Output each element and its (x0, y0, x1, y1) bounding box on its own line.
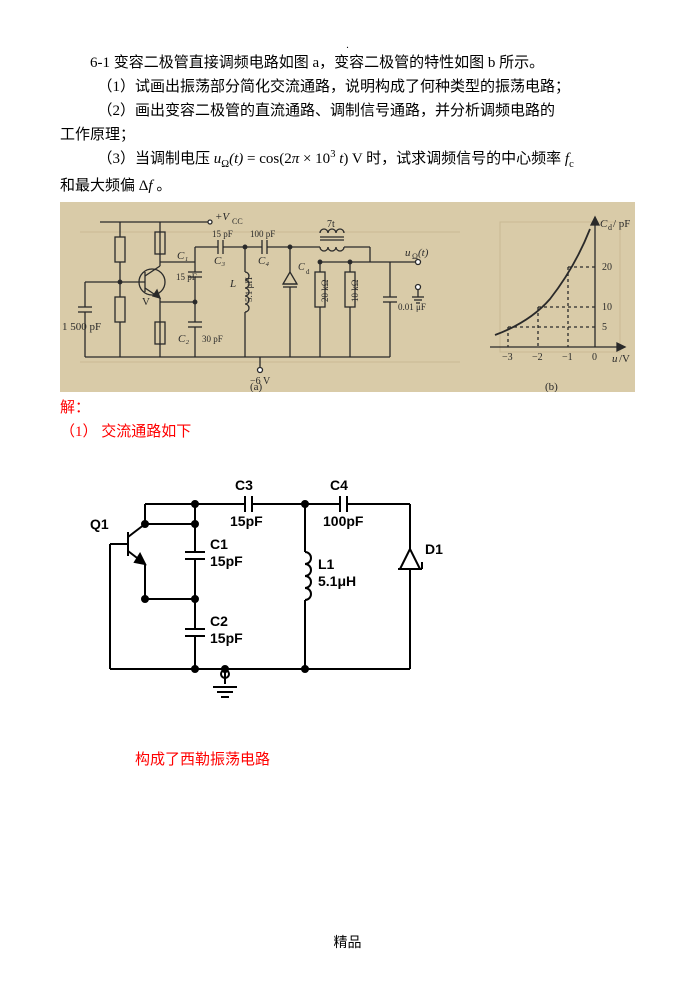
q3: （3）当调制电压 uΩ(t) = cos(2π × 103 t) V 时，试求调… (60, 147, 635, 174)
q2: （2）画出变容二极管的直流通路、调制信号通路，并分析调频电路的 (60, 99, 635, 123)
svg-text:C1: C1 (210, 536, 228, 552)
svg-text:V: V (142, 296, 150, 308)
svg-text:C₃: C₃ (214, 255, 225, 267)
svg-text:5.1 μH: 5.1 μH (244, 276, 254, 301)
circuit-b-container: Q1 C3 15pF (80, 474, 635, 724)
svg-text:15pF: 15pF (230, 513, 263, 529)
svg-text:(b): (b) (545, 381, 558, 392)
svg-text:−1: −1 (562, 352, 573, 363)
svg-text:15pF: 15pF (210, 630, 243, 646)
svg-text:L1: L1 (318, 556, 335, 572)
svg-text:5.1μH: 5.1μH (318, 573, 356, 589)
problem-text: 6-1 变容二极管直接调频电路如图 a，变容二极管的特性如图 b 所示。 （1）… (60, 51, 635, 198)
svg-text:0: 0 (592, 352, 597, 363)
figure-a-svg: +V CC 1 500 pF (60, 202, 635, 392)
svg-text:15pF: 15pF (210, 553, 243, 569)
svg-text:10: 10 (602, 302, 612, 313)
svg-text:20: 20 (602, 262, 612, 273)
svg-text:15 pF: 15 pF (212, 229, 233, 239)
answer-header: 解： (60, 396, 635, 420)
svg-text:20 kΩ: 20 kΩ (320, 279, 330, 302)
figure-a-container: +V CC 1 500 pF (60, 202, 635, 392)
svg-text:−3: −3 (502, 352, 513, 363)
svg-text:d: d (608, 223, 612, 232)
svg-text:C3: C3 (235, 477, 253, 493)
answer-line1: （1） 交流通路如下 (60, 420, 635, 444)
svg-text:+V: +V (215, 211, 230, 223)
q3b: 和最大频偏 Δf 。 (60, 174, 635, 198)
conclusion: 构成了西勒振荡电路 (60, 748, 635, 769)
svg-text:d: d (306, 268, 310, 276)
svg-text:C₂: C₂ (178, 333, 189, 345)
svg-text:u: u (405, 247, 411, 259)
q2b: 工作原理； (60, 123, 635, 147)
svg-text:100pF: 100pF (323, 513, 364, 529)
answer-block: 解： （1） 交流通路如下 (60, 396, 635, 444)
svg-text:100 pF: 100 pF (250, 229, 275, 239)
svg-text:/V: /V (619, 353, 630, 365)
svg-text:L: L (229, 278, 236, 290)
svg-text:u: u (612, 353, 618, 365)
svg-text:C2: C2 (210, 613, 228, 629)
svg-text:1 500 pF: 1 500 pF (62, 321, 101, 333)
svg-text:30 pF: 30 pF (202, 334, 223, 344)
svg-text:Q1: Q1 (90, 516, 109, 532)
svg-text:C: C (600, 218, 608, 230)
svg-text:C₁: C₁ (177, 250, 188, 262)
svg-text:C: C (298, 262, 305, 273)
svg-text:D1: D1 (425, 541, 443, 557)
footer: 精品 (0, 932, 695, 952)
svg-text:5: 5 (602, 322, 607, 333)
svg-text:/ pF: / pF (613, 218, 630, 230)
svg-text:7t: 7t (327, 219, 335, 230)
svg-text:(t): (t) (418, 247, 429, 259)
q1: （1）试画出振荡部分简化交流通路，说明构成了何种类型的振荡电路； (60, 75, 635, 99)
svg-text:CC: CC (232, 217, 243, 226)
svg-text:15 pF: 15 pF (176, 272, 197, 282)
svg-text:C4: C4 (330, 477, 348, 493)
svg-text:C₄: C₄ (258, 255, 269, 267)
svg-text:−2: −2 (532, 352, 543, 363)
problem-title: 6-1 变容二极管直接调频电路如图 a，变容二极管的特性如图 b 所示。 (60, 51, 635, 75)
svg-text:(a): (a) (250, 381, 263, 392)
svg-text:0.01 μF: 0.01 μF (398, 302, 426, 312)
svg-text:10 kΩ: 10 kΩ (350, 279, 360, 302)
circuit-b-svg: Q1 C3 15pF (80, 474, 480, 724)
